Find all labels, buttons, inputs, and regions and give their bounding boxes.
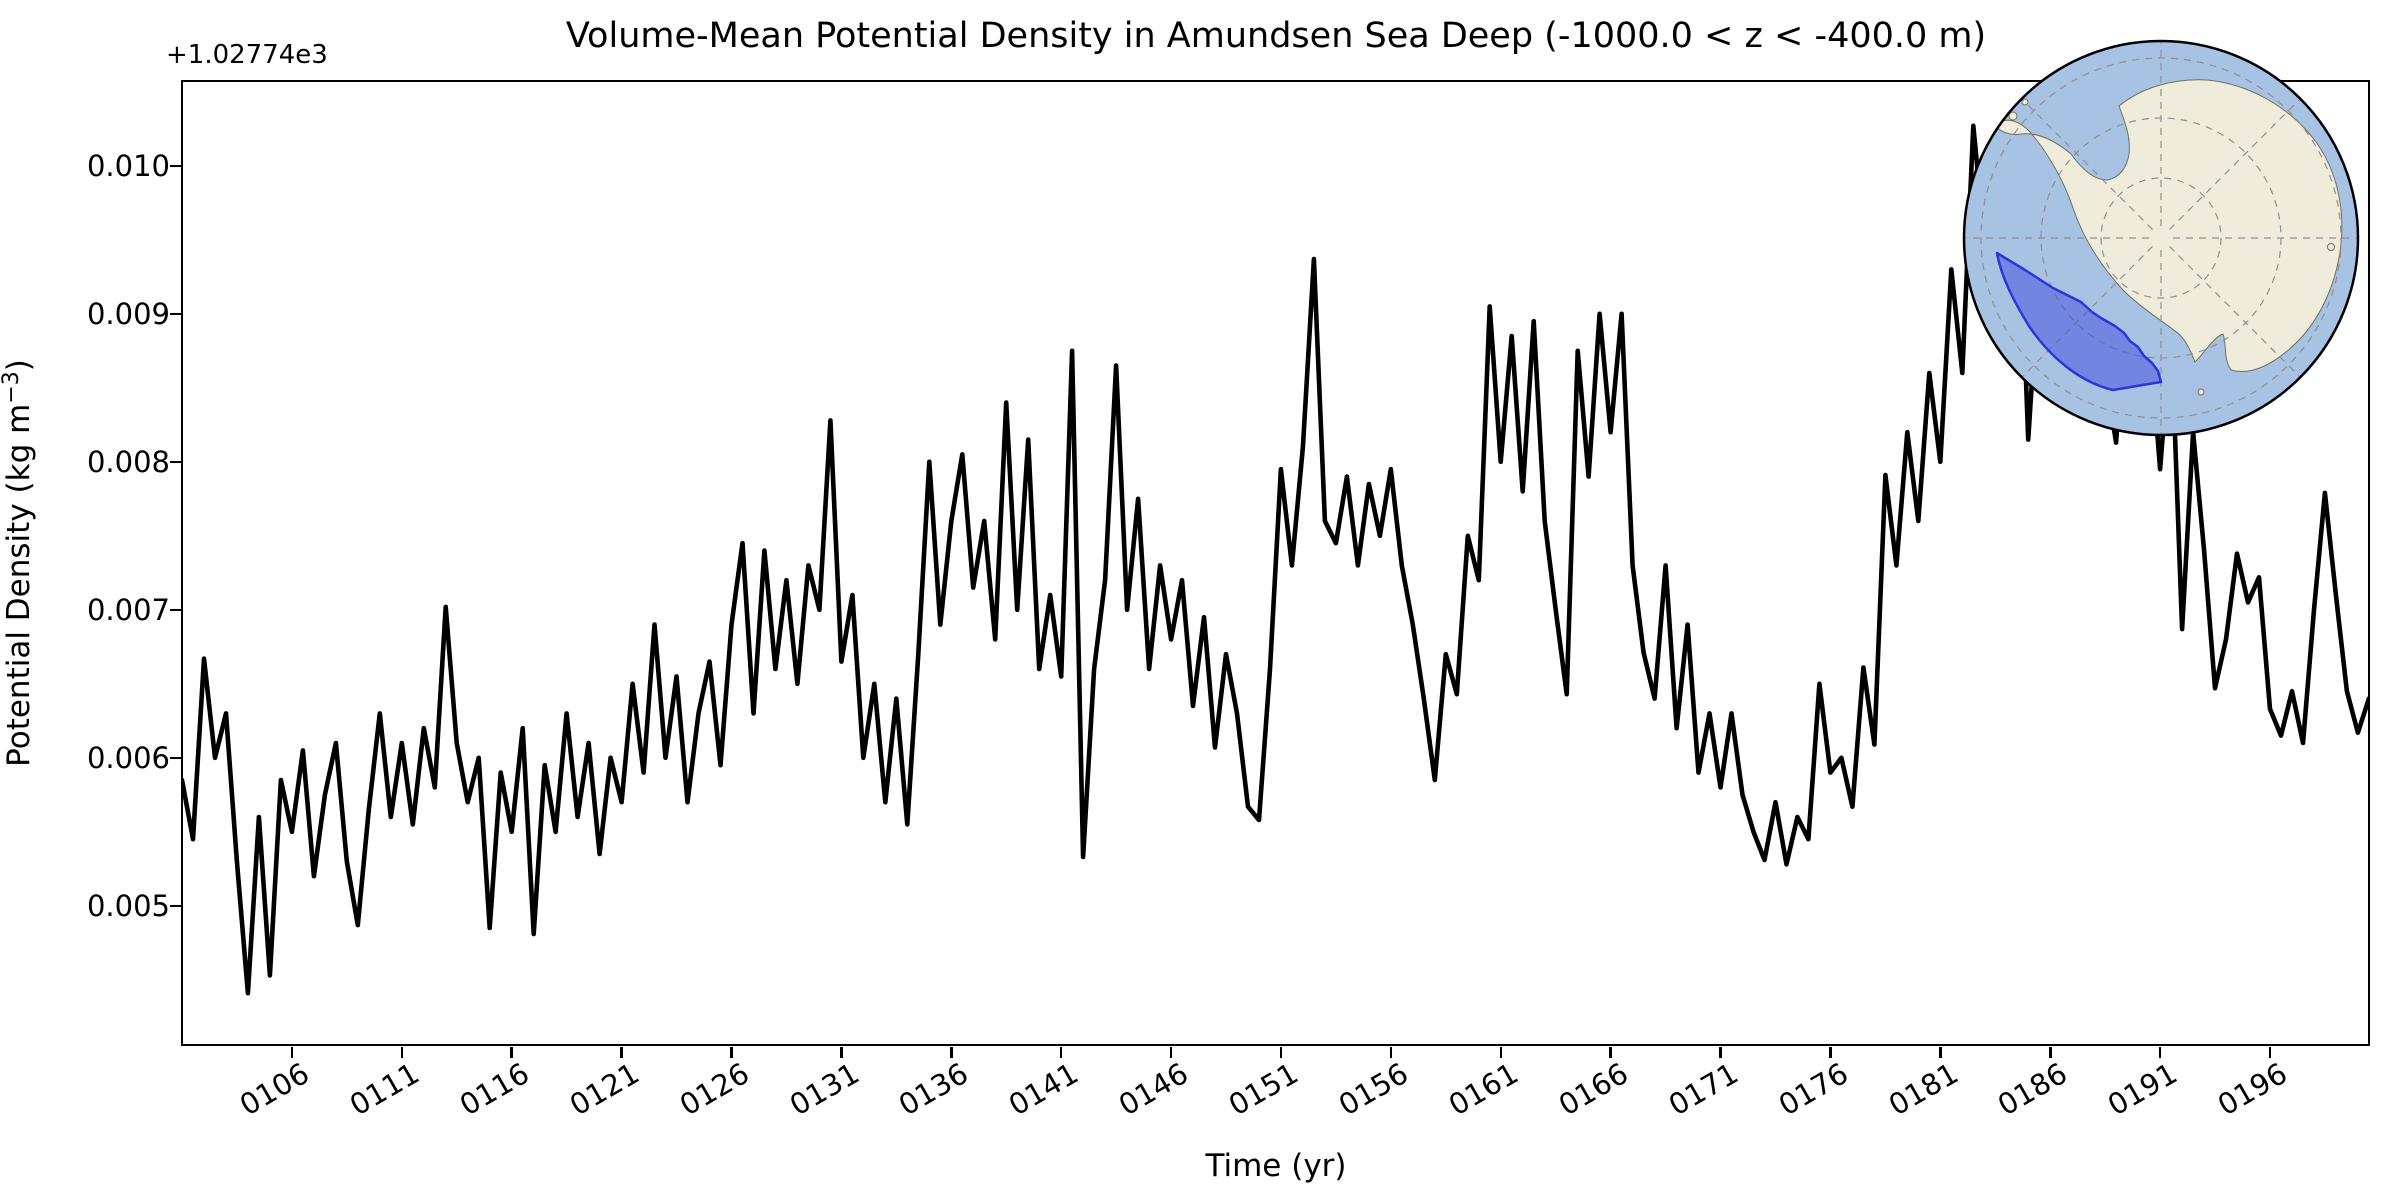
- y-tick-mark: [170, 904, 181, 908]
- x-tick-mark: [1059, 1047, 1063, 1058]
- x-tick-mark: [1389, 1047, 1393, 1058]
- latitude-circle: [1980, 57, 2342, 419]
- y-tick-mark: [170, 608, 181, 612]
- map-circle-border: [1962, 39, 2360, 437]
- axes-frame: [181, 80, 2370, 1046]
- x-tick-mark: [290, 1047, 294, 1058]
- chart-title: Volume-Mean Potential Density in Amundse…: [565, 16, 1987, 56]
- x-tick-mark: [400, 1047, 404, 1058]
- latitude-circle: [2100, 177, 2222, 299]
- graticule-lines: [1964, 41, 2358, 435]
- x-tick-mark: [730, 1047, 733, 1058]
- y-tick-label: 0.008: [86, 444, 170, 479]
- x-tick-mark: [1719, 1047, 1722, 1058]
- antarctica-inset-svg: [1962, 39, 2360, 437]
- x-tick-mark: [1499, 1047, 1503, 1058]
- y-tick-mark: [170, 460, 181, 464]
- y-tick-label: 0.007: [86, 592, 170, 627]
- x-tick-mark: [950, 1047, 953, 1058]
- x-tick-mark: [2158, 1047, 2162, 1058]
- x-tick-mark: [510, 1047, 513, 1058]
- y-tick-label: 0.009: [86, 296, 170, 331]
- y-axis-offset-text: +1.02774e3: [166, 40, 328, 70]
- x-tick-mark: [1169, 1047, 1173, 1058]
- meridian-line: [2169, 246, 2301, 378]
- x-tick-mark: [2049, 1047, 2052, 1058]
- x-tick-mark: [620, 1047, 623, 1058]
- y-tick-label: 0.006: [86, 740, 170, 775]
- y-tick-label: 0.005: [86, 888, 170, 923]
- meridian-line: [2021, 98, 2153, 230]
- x-tick-mark: [1829, 1047, 1832, 1058]
- antarctica-inset-map: [1961, 38, 2361, 438]
- x-tick-mark: [1279, 1047, 1283, 1058]
- y-tick-mark: [170, 164, 181, 168]
- x-axis-label: Time (yr): [1205, 1148, 1347, 1184]
- meridian-line: [2169, 98, 2301, 230]
- x-tick-mark: [2268, 1047, 2272, 1058]
- x-tick-mark: [1609, 1047, 1612, 1058]
- amundsen-sea-region-highlight: [1995, 251, 2163, 392]
- y-tick-label: 0.010: [86, 148, 170, 183]
- x-tick-mark: [840, 1047, 843, 1058]
- x-tick-mark: [1939, 1047, 1942, 1058]
- y-tick-mark: [170, 312, 181, 316]
- y-tick-mark: [170, 756, 181, 760]
